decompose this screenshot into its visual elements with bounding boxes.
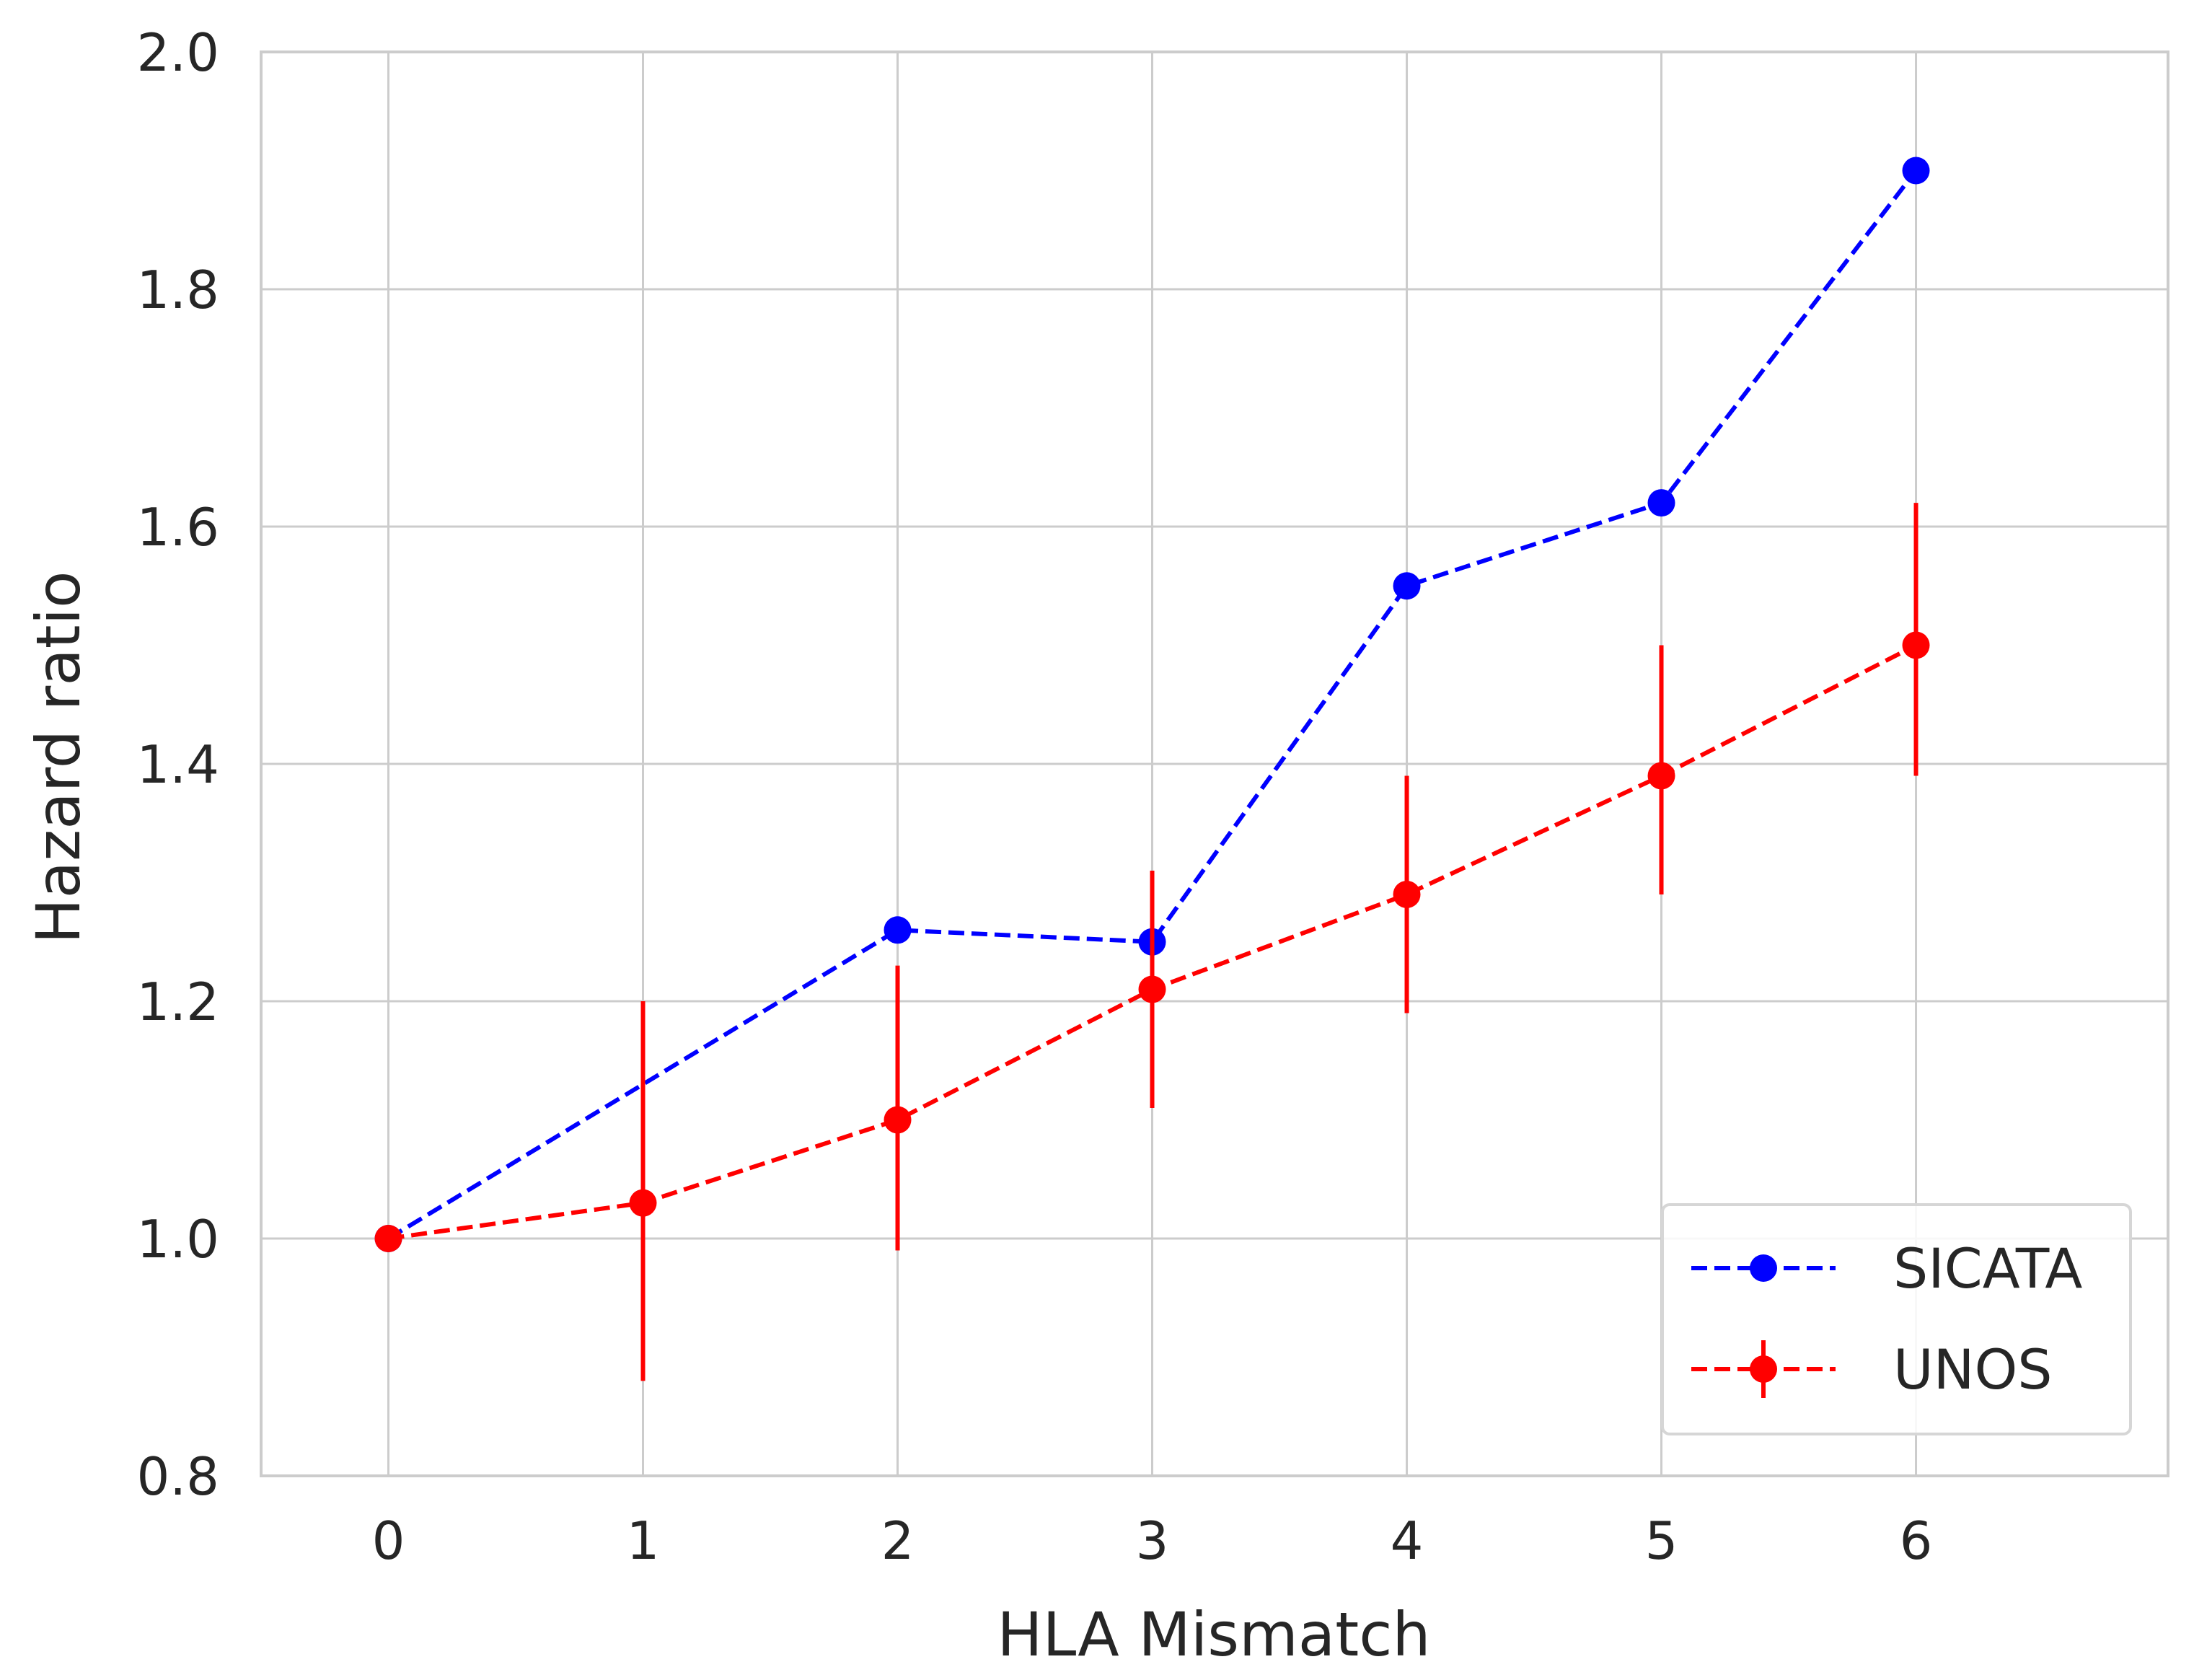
y-tick-label: 1.2 — [136, 972, 219, 1032]
x-tick-label: 1 — [627, 1510, 660, 1571]
data-point — [884, 916, 912, 944]
x-axis-title: HLA Mismatch — [997, 1599, 1430, 1670]
legend-label: UNOS — [1893, 1337, 2053, 1402]
data-point — [629, 1189, 657, 1217]
y-tick-label: 1.8 — [136, 260, 219, 320]
x-tick-label: 3 — [1136, 1510, 1169, 1571]
x-tick-label: 2 — [881, 1510, 915, 1571]
data-point — [1902, 631, 1930, 659]
y-tick-label: 2.0 — [136, 22, 219, 83]
x-tick-label: 0 — [372, 1510, 405, 1571]
series-layer — [374, 157, 1930, 1381]
data-point — [1393, 572, 1421, 600]
tick-labels: 0 1 2 3 4 5 6 0.8 1.0 1.2 1.4 1.6 1.8 2.0 — [136, 22, 1932, 1571]
plot-border — [260, 50, 2169, 1477]
x-tick-label: 4 — [1391, 1510, 1424, 1571]
legend-entry: UNOS — [1691, 1337, 2053, 1402]
data-point — [884, 1106, 912, 1134]
x-tick-label: 5 — [1645, 1510, 1678, 1571]
data-point — [1902, 157, 1930, 185]
legend-label: SICATA — [1893, 1236, 2082, 1301]
legend: SICATA UNOS — [1661, 1203, 2132, 1435]
legend-marker — [1750, 1355, 1777, 1383]
legend-entry: SICATA — [1691, 1236, 2082, 1301]
y-tick-label: 1.0 — [136, 1209, 219, 1270]
series-unos — [374, 503, 1930, 1381]
y-tick-label: 0.8 — [136, 1446, 219, 1507]
x-tick-label: 6 — [1900, 1510, 1933, 1571]
legend-marker — [1750, 1254, 1777, 1282]
data-point — [374, 1225, 402, 1252]
data-point — [1647, 489, 1675, 517]
plot-frame — [260, 50, 2169, 1477]
y-tick-label: 1.6 — [136, 497, 219, 558]
data-point — [1647, 762, 1675, 790]
data-point — [1393, 880, 1421, 908]
y-axis-title: Hazard ratio — [23, 571, 94, 944]
y-tick-label: 1.4 — [136, 734, 219, 795]
data-point — [1138, 975, 1166, 1003]
legend-box — [1661, 1203, 2132, 1435]
